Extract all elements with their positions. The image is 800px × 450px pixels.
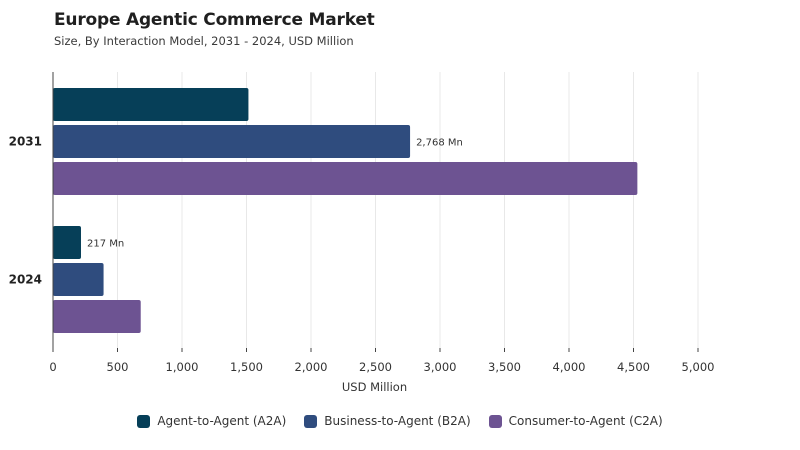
x-tick-label: 4,000 <box>553 360 586 374</box>
legend-swatch <box>304 414 318 428</box>
chart-title: Europe Agentic Commerce Market <box>54 10 375 30</box>
x-tick-label: 2,000 <box>295 360 328 374</box>
bar-b2a-2024 <box>53 263 104 296</box>
legend-item: Business-to-Agent (B2A) <box>304 414 471 428</box>
bar-a2a-2031 <box>53 88 249 121</box>
legend-swatch <box>137 414 151 428</box>
legend-label: Consumer-to-Agent (C2A) <box>508 414 663 428</box>
x-tick-label: 4,500 <box>617 360 650 374</box>
x-tick-label: 3,000 <box>424 360 457 374</box>
chart-legend: Agent-to-Agent (A2A) Business-to-Agent (B… <box>0 414 800 428</box>
legend-item: Consumer-to-Agent (C2A) <box>488 414 663 428</box>
legend-label: Business-to-Agent (B2A) <box>324 414 471 428</box>
chart-subtitle: Size, By Interaction Model, 2031 - 2024,… <box>54 34 354 48</box>
bar-chart: 2031 2024 2,768 Mn 217 Mn 0 500 1,000 1,500 2,00… <box>9 72 715 394</box>
bar-b2a-2031 <box>53 125 411 158</box>
legend-swatch <box>488 414 502 428</box>
category-label: 2024 <box>9 273 42 287</box>
legend-label: Agent-to-Agent (A2A) <box>157 414 287 428</box>
bar-c2a-2031 <box>53 162 638 195</box>
x-tick-label: 2,500 <box>359 360 392 374</box>
x-tick-label: 0 <box>49 360 56 374</box>
bar-c2a-2024 <box>53 300 141 333</box>
bar-a2a-2024 <box>53 226 81 259</box>
x-tick-label: 1,500 <box>230 360 263 374</box>
x-tick-label: 5,000 <box>682 360 715 374</box>
x-tick-label: 1,000 <box>166 360 199 374</box>
data-label: 217 Mn <box>87 239 124 250</box>
x-tick-label: 3,500 <box>488 360 521 374</box>
x-axis-title: USD Million <box>342 380 407 394</box>
category-label: 2031 <box>9 135 42 149</box>
data-label: 2,768 Mn <box>416 138 463 149</box>
legend-item: Agent-to-Agent (A2A) <box>137 414 286 428</box>
x-tick-label: 500 <box>107 360 129 374</box>
